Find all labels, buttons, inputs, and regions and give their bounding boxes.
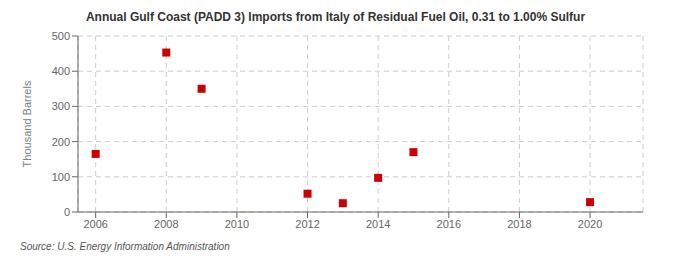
svg-text:500: 500 bbox=[52, 30, 70, 42]
svg-text:2020: 2020 bbox=[578, 218, 602, 230]
svg-text:2008: 2008 bbox=[154, 218, 178, 230]
svg-text:2014: 2014 bbox=[366, 218, 390, 230]
svg-text:Thousand Barrels: Thousand Barrels bbox=[21, 80, 33, 167]
svg-text:400: 400 bbox=[52, 65, 70, 77]
svg-text:200: 200 bbox=[52, 136, 70, 148]
svg-text:2006: 2006 bbox=[83, 218, 107, 230]
html-text:Annual Gulf Coast (PADD 3) Imp: Annual Gulf Coast (PADD 3) Imports from … bbox=[85, 10, 586, 24]
svg-text:100: 100 bbox=[52, 171, 70, 183]
svg-text:2012: 2012 bbox=[295, 218, 319, 230]
svg-text:2010: 2010 bbox=[225, 218, 249, 230]
svg-text:2016: 2016 bbox=[437, 218, 461, 230]
html-text:Source: U.S. Energy Informatio: Source: U.S. Energy Information Administ… bbox=[20, 241, 230, 252]
svg-text:2018: 2018 bbox=[507, 218, 531, 230]
svg-text:0: 0 bbox=[64, 206, 70, 218]
svg-text:300: 300 bbox=[52, 100, 70, 112]
